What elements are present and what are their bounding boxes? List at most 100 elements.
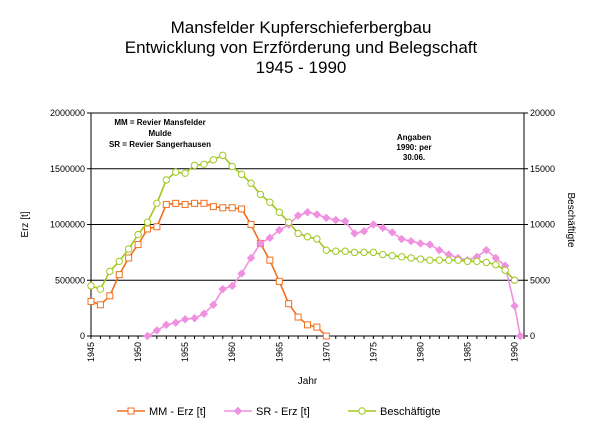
data-point [388,252,396,260]
series-line [147,211,521,337]
data-point [209,300,218,309]
data-point [313,235,321,243]
data-point [172,168,180,176]
series [87,151,525,341]
data-point [482,258,491,267]
legend-item: MM - Erz [t] [117,406,206,418]
x-tick-label: 1945 [86,342,96,362]
data-point [359,226,369,236]
data-point [256,190,265,199]
data-point [369,220,378,229]
legend-label: SR - Erz [t] [256,406,310,418]
x-axis-ticks: 1945 1950 1955 1960 1965 1970 1975 1980 1985 1990 [86,336,525,362]
data-point [200,199,208,207]
data-point [425,240,435,249]
series-line [90,154,516,291]
x-tick-label: 1985 [463,342,473,362]
x-tick-label: 1980 [415,342,425,362]
gridlines [91,168,524,281]
annotation-left-line: SR = Revier Sangerhausen [109,140,211,149]
left-axis-label: Erz [t] [20,211,31,237]
data-point [162,200,170,208]
data-point [265,233,275,243]
data-point [266,198,274,206]
data-point [284,218,293,226]
data-point [266,256,274,264]
data-point [237,170,246,179]
data-point [275,208,283,216]
data-point [209,203,217,211]
data-point [246,253,256,263]
data-point [256,239,265,248]
data-point [454,256,462,264]
data-point [228,204,236,212]
x-tick-label: 1965 [274,342,284,362]
data-point [369,248,378,257]
annotation-right-line: Angaben [397,133,431,142]
data-point [190,313,199,323]
data-point [219,204,227,212]
left-axis-ticks: 0 500000 1000000 1500000 2000000 [50,108,91,341]
data-point [96,301,104,309]
data-point [275,277,283,285]
data-point [153,223,161,231]
data-point [516,331,525,341]
x-axis-label: Jahr [298,376,318,387]
data-point [435,256,443,264]
series-1 [87,199,330,340]
data-point [199,309,209,318]
right-axis-ticks: 0 5000 10000 15000 20000 [524,108,555,341]
annotation-right-line: 30.06. [403,153,425,162]
data-point [416,255,425,263]
data-point [180,315,190,324]
data-point [510,301,519,311]
data-point [463,257,472,265]
x-tick-label: 1970 [321,342,331,362]
data-point [312,210,322,219]
x-tick-label: 1955 [180,342,190,362]
data-point [172,199,180,207]
data-point [125,254,133,262]
legend-label: MM - Erz [t] [149,406,206,418]
left-tick-label: 0 [80,331,85,341]
legend-marker [233,406,243,416]
data-point [275,225,284,235]
data-point [397,253,406,261]
legend-marker [358,407,366,415]
data-point [238,205,246,213]
data-point [227,281,237,291]
chart-title: Mansfelder KupferschieferbergbauEntwickl… [125,18,478,77]
right-tick-label: 0 [530,331,535,341]
legend-marker [127,407,135,415]
legend: MM - Erz [t] SR - Erz [t] Beschäftigte [117,406,441,418]
data-point [397,234,406,244]
data-point [341,247,349,255]
left-tick-label: 1500000 [50,164,85,174]
data-point [143,218,152,226]
data-point [322,246,331,254]
title-line: Mansfelder Kupferschieferbergbau [171,18,432,37]
annotations: MM = Revier Mansfelder Mulde SR = Revier S… [109,118,432,162]
data-point [304,321,311,329]
right-tick-label: 20000 [530,108,555,118]
data-point [379,250,387,259]
data-point [303,233,312,241]
data-point [87,297,95,305]
data-point [492,260,500,269]
data-point [350,229,359,238]
data-point [124,245,133,253]
data-point [340,216,350,226]
data-point [87,282,95,290]
legend-label: Beschäftigte [380,406,441,418]
data-point [435,245,444,255]
data-point [501,266,509,274]
x-tick-label: 1975 [368,342,378,362]
data-point [171,318,180,327]
data-point [378,223,388,233]
data-point [416,239,425,248]
data-point [406,237,416,246]
data-point [134,241,142,249]
data-point [143,331,152,341]
